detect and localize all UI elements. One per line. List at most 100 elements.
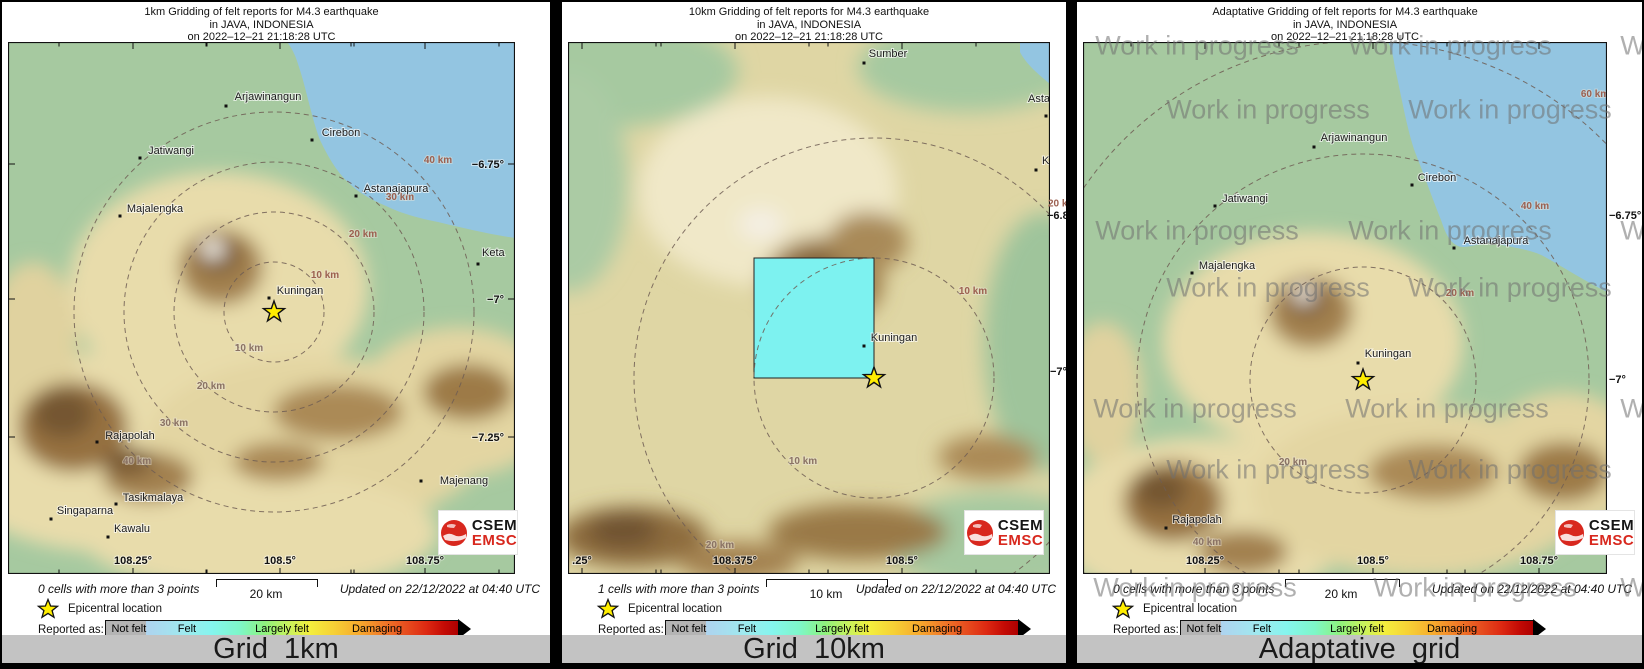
- town-label: Majalengka: [1199, 260, 1256, 272]
- ring-distance-label: 20 km: [1446, 288, 1474, 299]
- colorbar-arrow: [1018, 619, 1031, 639]
- topographic-map: 10 km 20 km 30 km 40 km 10 km 20 km 30 km 40 km…: [8, 42, 515, 574]
- intensity-colorbar: Not felt Felt Largely felt Damaging: [1180, 620, 1534, 639]
- colorbar-label-damaging: Damaging: [351, 623, 403, 635]
- cells-note: 1 cells with more than 3 points: [598, 582, 760, 596]
- longitude-label: 108.5°: [264, 555, 296, 567]
- java-sea: [1388, 42, 1607, 292]
- distance-ring: [173, 211, 375, 413]
- title-line-1: Adaptative Gridding of felt reports for …: [1212, 6, 1478, 18]
- epicentral-label: Epicentral location: [628, 603, 722, 615]
- colorbar-label-not-felt: Not felt: [671, 623, 707, 635]
- town-label: Majalengka: [127, 203, 184, 215]
- colorbar-label-damaging: Damaging: [911, 623, 963, 635]
- town-label: Keta: [482, 247, 506, 259]
- reported-as-label: Reported as:: [38, 624, 104, 636]
- emsc-globe-icon: [966, 519, 993, 546]
- town-dot: [1213, 204, 1217, 208]
- ring-distance-label: 40 km: [1521, 201, 1549, 212]
- logo-line-emsc: EMSC: [1588, 531, 1635, 549]
- title-line-2: in JAVA, INDONESIA: [756, 18, 862, 31]
- distance-ring: [1136, 153, 1590, 574]
- longitude-label: 108.375°: [713, 555, 757, 567]
- map-title: 10km Gridding of felt reports for M4.3 e…: [568, 6, 1050, 44]
- title-line-3: on 2022–12–21 21:18:28 UTC: [1270, 31, 1419, 43]
- ring-distance-label: 20 km: [706, 540, 734, 551]
- town-label: Astanajapura: [1464, 235, 1530, 247]
- latitude-label: −7°: [1609, 374, 1626, 386]
- town-label: Sumber: [869, 48, 908, 60]
- latitude-label: −7°: [1050, 366, 1066, 378]
- epicentral-legend: Epicentral location: [1111, 598, 1237, 620]
- updated-timestamp: Updated on 22/12/2022 at 04:40 UTC: [339, 582, 540, 596]
- town-dot: [1164, 526, 1168, 530]
- map-frame: [1083, 42, 1607, 574]
- reported-as-label: Reported as:: [598, 624, 664, 636]
- town-dot: [1190, 271, 1194, 275]
- town-dot: [49, 517, 53, 521]
- colorbar-label-felt: Felt: [737, 623, 757, 635]
- epicenter-star-icon: [1350, 366, 1376, 391]
- ring-distance-label: 40 km: [424, 155, 452, 166]
- csem-emsc-logo: CSEM EMSC: [1555, 510, 1635, 555]
- topographic-map: 10 km 10 km 20 km Sumber Kuningan Asta K .25° 10…: [568, 42, 1050, 574]
- distance-ring: [1249, 266, 1477, 494]
- town-dot: [114, 502, 118, 506]
- panel-adaptative-grid: Adaptative Gridding of felt reports for …: [1077, 2, 1642, 663]
- town-label: Kuningan: [871, 332, 918, 344]
- logo-line-emsc: EMSC: [997, 531, 1044, 549]
- distance-ring: [123, 161, 425, 463]
- town-dot: [1312, 145, 1316, 149]
- map-title: Adaptative Gridding of felt reports for …: [1083, 6, 1607, 44]
- colorbar-label-felt: Felt: [177, 623, 197, 635]
- cells-note: 0 cells with more than 3 points: [1113, 582, 1275, 596]
- colorbar-label-not-felt: Not felt: [1186, 623, 1222, 635]
- town-dot: [354, 194, 358, 198]
- town-dot: [138, 156, 142, 160]
- intensity-colorbar: Not felt Felt Largely felt Damaging: [105, 620, 459, 639]
- town-dot: [224, 104, 228, 108]
- ring-distance-label: 30 km: [386, 192, 414, 203]
- town-dot: [862, 344, 866, 348]
- town-label: Rajapolah: [105, 430, 155, 442]
- town-label: Majenang: [440, 475, 488, 487]
- town-label: Tasikmalaya: [123, 492, 184, 504]
- logo-line-emsc: EMSC: [471, 531, 518, 549]
- longitude-label: 108.25°: [1186, 555, 1224, 567]
- work-in-progress-watermark: Work in progress: [1620, 393, 1642, 424]
- epicentral-legend: Epicentral location: [596, 598, 722, 620]
- emsc-globe-icon: [1557, 519, 1584, 546]
- logo-line-csem: CSEM: [1588, 516, 1635, 534]
- terrain-shading: [1083, 232, 1607, 574]
- epicentral-legend: Epicentral location: [36, 598, 162, 620]
- colorbar-arrow: [1533, 619, 1546, 639]
- ring-distance-label: 20 km: [349, 229, 377, 240]
- latitude-label: −6.875°: [1047, 210, 1066, 222]
- ring-distance-label: 40 km: [123, 456, 151, 467]
- ring-distance-label: 20 km: [1279, 457, 1307, 468]
- map-area: 10 km 10 km 20 km Sumber Kuningan Asta K .25° 10…: [568, 42, 1050, 574]
- longitude-label: 108.5°: [886, 555, 918, 567]
- ring-distance-label: 20 km: [197, 381, 225, 392]
- ring-distance-label: 10 km: [235, 343, 263, 354]
- town-dot: [106, 535, 110, 539]
- town-label: Jatiwangi: [148, 145, 194, 157]
- distance-ring: [753, 257, 995, 499]
- town-label: K: [1042, 155, 1050, 167]
- scale-bar: [1284, 579, 1400, 587]
- epicenter-star-icon: [36, 598, 60, 619]
- title-line-1: 10km Gridding of felt reports for M4.3 e…: [688, 6, 930, 18]
- town-label: Astanajapura: [364, 183, 430, 195]
- ring-distance-label: 60 km: [1581, 89, 1607, 100]
- title-line-2: in JAVA, INDONESIA: [209, 18, 314, 31]
- town-label: Arjawinangun: [1321, 132, 1388, 144]
- map-title: 1km Gridding of felt reports for M4.3 ea…: [8, 6, 515, 44]
- scale-bar: [766, 579, 888, 587]
- work-in-progress-watermark: Work in progress: [1620, 30, 1642, 61]
- cells-note: 0 cells with more than 3 points: [38, 582, 200, 596]
- longitude-label: 108.75°: [1520, 555, 1558, 567]
- town-label: Singaparna: [57, 505, 114, 517]
- town-label: Kawalu: [114, 523, 150, 535]
- distance-ring: [73, 111, 475, 513]
